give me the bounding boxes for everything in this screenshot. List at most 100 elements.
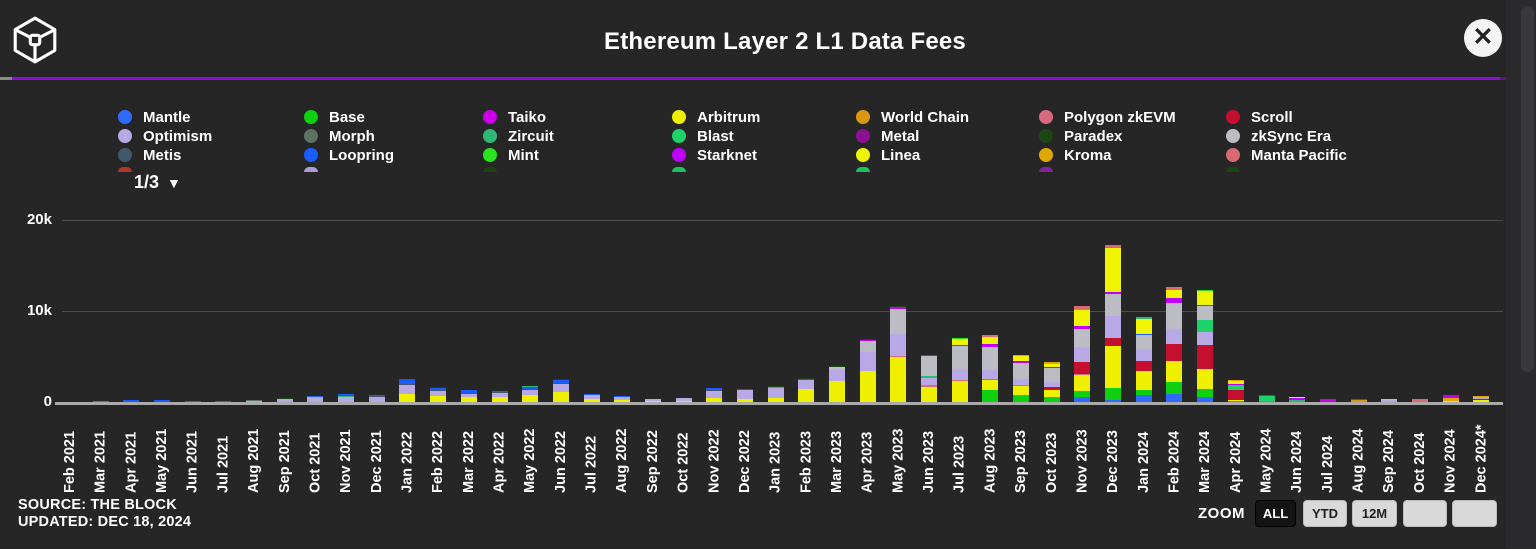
bar-column[interactable] [1166, 286, 1183, 402]
bar-segment-blast [1258, 396, 1275, 401]
legend-item-zircuit[interactable]: Zircuit [483, 128, 554, 145]
zoom-button-12m[interactable]: 12M [1352, 500, 1397, 527]
bar-column[interactable] [1442, 395, 1459, 402]
bar-column[interactable] [951, 337, 968, 402]
bar-segment-optimism [276, 399, 293, 402]
bar-column[interactable] [430, 387, 447, 402]
legend-item-arbitrum[interactable]: Arbitrum [672, 109, 760, 126]
bar-column[interactable] [1411, 398, 1428, 402]
legend-dot [856, 110, 870, 124]
bar-column[interactable] [798, 378, 815, 402]
x-axis-label: Aug 2022 [614, 428, 631, 493]
x-axis-label: Dec 2022 [736, 430, 753, 493]
zoom-button-4[interactable] [1403, 500, 1447, 527]
legend-item-paradex[interactable]: Paradex [1039, 128, 1122, 145]
bar-column[interactable] [1227, 380, 1244, 402]
bar-column[interactable] [368, 395, 385, 402]
bar-column[interactable] [215, 401, 232, 402]
bar-column[interactable] [614, 395, 631, 402]
bar-column[interactable] [736, 389, 753, 402]
zoom-button-ytd[interactable]: YTD [1303, 500, 1347, 527]
bar-segment-arbitrum [706, 398, 723, 402]
bar-segment-loopring [368, 395, 385, 397]
bar-column[interactable] [706, 388, 723, 402]
bar-column[interactable] [1105, 244, 1122, 402]
bar-column[interactable] [154, 399, 171, 402]
legend-item-loopring[interactable]: Loopring [304, 147, 394, 164]
bar-column[interactable] [491, 390, 508, 402]
legend-item-mint[interactable]: Mint [483, 146, 539, 164]
legend-item-scroll[interactable]: Scroll [1226, 109, 1293, 126]
legend-pagination[interactable]: 1/3 ▼ [134, 172, 181, 193]
zoom-button-all[interactable]: ALL [1255, 500, 1296, 527]
bar-column[interactable] [1043, 361, 1060, 402]
bar-column[interactable] [829, 365, 845, 402]
gridline [62, 220, 1503, 221]
bar-column[interactable] [1197, 289, 1214, 402]
bar-segment-starknet [921, 354, 938, 357]
bar-segment-polygonzkevm [982, 378, 999, 381]
bar-segment-arbitrum [1227, 400, 1244, 401]
bar-column[interactable] [583, 394, 600, 402]
bar-column[interactable] [1013, 354, 1030, 402]
bar-column[interactable] [1473, 395, 1490, 402]
updated-text: UPDATED: DEC 18, 2024 [18, 514, 192, 530]
legend-item-morph[interactable]: Morph [304, 128, 375, 145]
bar-segment-zksync [829, 366, 845, 370]
legend-item-metis[interactable]: Metis [118, 146, 182, 164]
bar-column[interactable] [1319, 399, 1336, 402]
x-axis-label: Mar 2021 [92, 430, 109, 493]
legend-item-metal[interactable]: Metal [856, 128, 919, 145]
close-button[interactable]: ✕ [1464, 19, 1502, 57]
bar-column[interactable] [1135, 316, 1152, 402]
bar-column[interactable] [1381, 399, 1398, 402]
bar-column[interactable] [675, 397, 692, 402]
x-axis-label: May 2022 [522, 428, 539, 494]
bar-column[interactable] [552, 379, 569, 402]
legend-item-kroma[interactable]: Kroma [1039, 147, 1112, 164]
legend-item-zksync-era[interactable]: zkSync Era [1226, 128, 1331, 145]
bar-column[interactable] [1289, 397, 1306, 402]
bar-column[interactable] [246, 399, 263, 402]
bar-column[interactable] [859, 338, 876, 402]
bar-column[interactable] [1258, 395, 1275, 402]
bar-column[interactable] [522, 386, 539, 402]
bar-column[interactable] [92, 401, 109, 402]
legend-item-label: Metis [143, 146, 182, 164]
bar-segment-metis [368, 396, 385, 398]
bar-column[interactable] [307, 396, 324, 402]
legend-item-taiko[interactable]: Taiko [483, 109, 546, 126]
legend-item-world-chain[interactable]: World Chain [856, 109, 969, 126]
bar-column[interactable] [921, 354, 938, 402]
legend-item-label: Mint [508, 146, 539, 164]
x-axis-label: Sep 2023 [1013, 430, 1030, 493]
bar-column[interactable] [982, 334, 999, 402]
bar-column[interactable] [890, 306, 907, 402]
legend-item-base[interactable]: Base [304, 109, 365, 126]
bar-column[interactable] [1074, 306, 1091, 402]
bar-column[interactable] [1350, 398, 1367, 402]
bar-segment-optimism [890, 334, 907, 356]
legend-item-mantle[interactable]: Mantle [118, 109, 191, 126]
legend-item-linea[interactable]: Linea [856, 147, 920, 164]
legend-item-starknet[interactable]: Starknet [672, 147, 757, 164]
legend-item-blast[interactable]: Blast [672, 128, 734, 145]
legend-item-optimism[interactable]: Optimism [118, 128, 212, 145]
x-axis-label: May 2023 [890, 428, 907, 494]
bar-column[interactable] [184, 401, 201, 402]
bar-segment-arbitrum [859, 371, 876, 402]
bar-column[interactable] [767, 385, 784, 402]
bar-segment-metis [460, 392, 477, 394]
bar-column[interactable] [399, 378, 416, 402]
bar-column[interactable] [276, 398, 293, 402]
scrollbar-thumb[interactable] [1521, 6, 1534, 372]
x-axis-label: Apr 2023 [859, 431, 876, 493]
legend-item-polygon-zkevm[interactable]: Polygon zkEVM [1039, 109, 1176, 126]
bar-column[interactable] [123, 400, 140, 402]
legend-item-manta-pacific[interactable]: Manta Pacific [1226, 147, 1347, 164]
bar-column[interactable] [644, 399, 661, 402]
bar-column[interactable] [338, 393, 355, 402]
bar-column[interactable] [460, 390, 477, 402]
page-title: Ethereum Layer 2 L1 Data Fees [604, 28, 966, 55]
zoom-button-5[interactable] [1452, 500, 1497, 527]
